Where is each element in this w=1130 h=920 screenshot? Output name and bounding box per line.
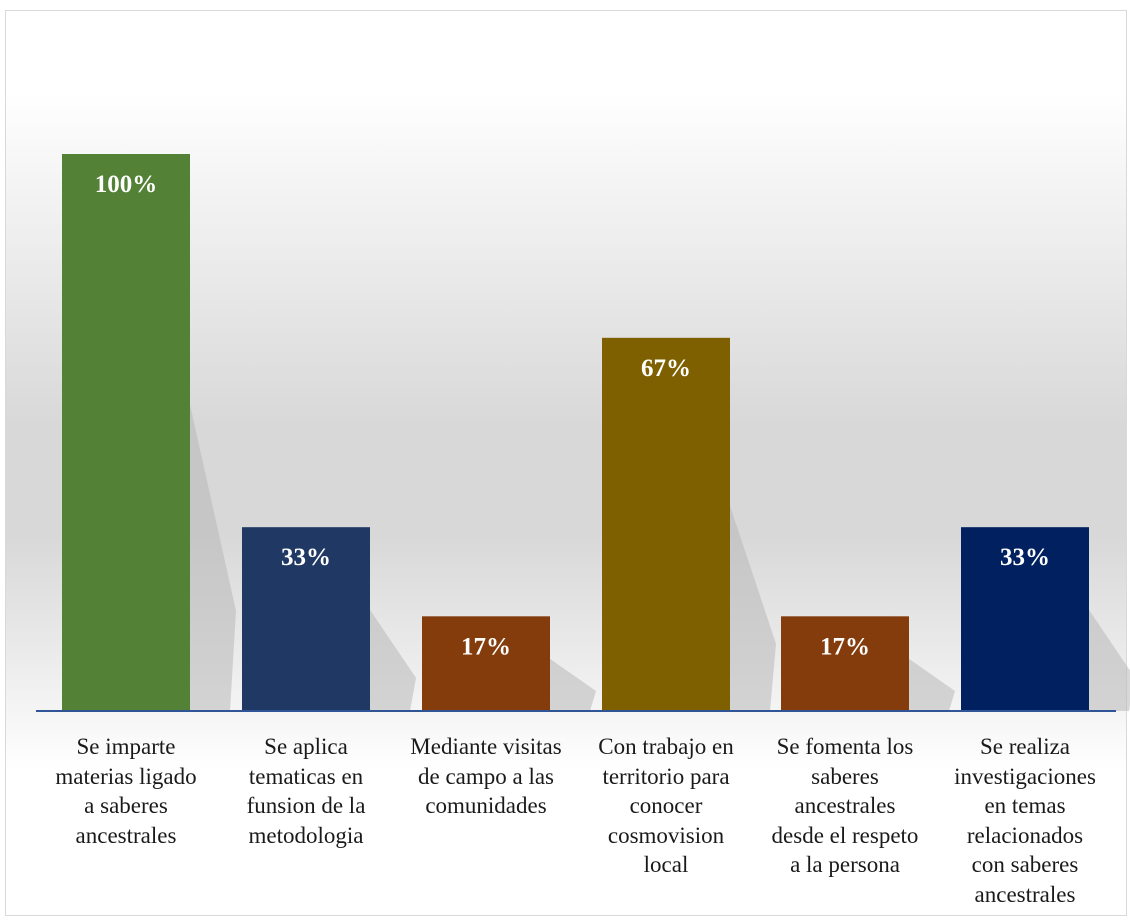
category-label: Con trabajo en territorio para conocer c… xyxy=(598,734,734,877)
bar-shadow xyxy=(1089,609,1130,711)
bar-shadow xyxy=(909,658,955,711)
bar xyxy=(602,337,730,711)
data-label: 33% xyxy=(281,544,331,571)
bar xyxy=(242,527,370,711)
bar-shadow xyxy=(550,658,596,711)
category-label: Se imparte materias ligado a saberes anc… xyxy=(55,734,197,848)
data-label: 67% xyxy=(641,355,691,382)
bar xyxy=(62,154,190,711)
bar-shadow xyxy=(730,505,776,711)
bar xyxy=(422,616,550,711)
bar-shadow xyxy=(190,404,236,711)
category-label: Se realiza investigaciones en temas rela… xyxy=(954,734,1096,907)
category-label: Se aplica tematicas en funsion de la met… xyxy=(246,734,366,848)
data-label: 17% xyxy=(820,633,870,660)
bar xyxy=(961,527,1089,711)
data-label: 17% xyxy=(461,633,511,660)
data-label: 100% xyxy=(95,171,158,198)
category-label: Mediante visitas de campo a las comunida… xyxy=(410,734,562,818)
bar-shadow xyxy=(370,609,416,711)
bar xyxy=(781,616,909,711)
data-label: 33% xyxy=(1000,544,1050,571)
category-label: Se fomenta los saberes ancestrales desde… xyxy=(771,734,919,877)
